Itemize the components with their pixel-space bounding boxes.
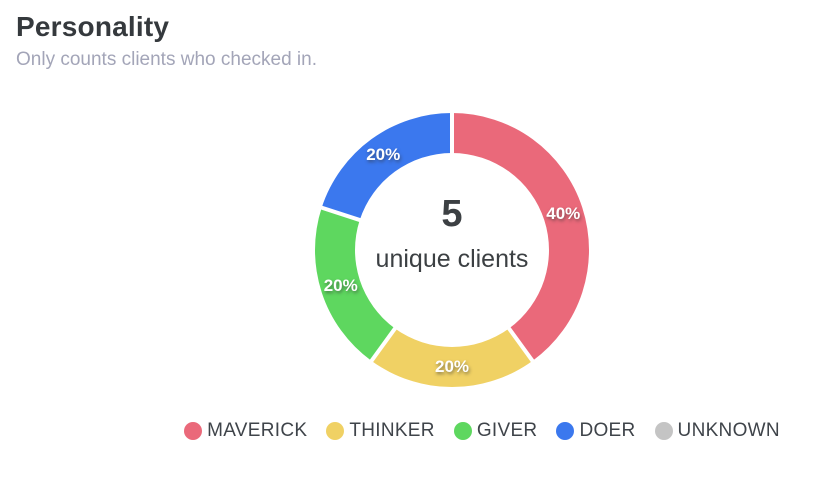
- segment-gap-line: [505, 324, 536, 365]
- donut-segment-doer[interactable]: [321, 113, 452, 221]
- legend-item-thinker[interactable]: THINKER: [326, 420, 435, 442]
- legend-item-doer[interactable]: DOER: [556, 420, 635, 442]
- legend-label-giver: GIVER: [476, 420, 538, 441]
- legend-dot-giver: [453, 422, 472, 440]
- card-header: Personality Only counts clients who chec…: [16, 10, 317, 71]
- chart-legend: MAVERICK THINKER GIVER DOER UNKNOWN: [0, 420, 820, 442]
- donut-segment-giver[interactable]: [315, 207, 395, 361]
- legend-item-giver[interactable]: GIVER: [453, 420, 538, 442]
- legend-dot-maverick: [184, 422, 203, 440]
- legend-item-unknown[interactable]: UNKNOWN: [654, 420, 780, 442]
- donut-segment-thinker[interactable]: [371, 328, 533, 387]
- personality-donut-chart[interactable]: [302, 100, 602, 400]
- page-subtitle: Only counts clients who checked in.: [16, 49, 317, 70]
- legend-label-unknown: UNKNOWN: [677, 420, 780, 441]
- legend-item-maverick[interactable]: MAVERICK: [184, 420, 307, 442]
- legend-dot-thinker: [326, 422, 345, 440]
- legend-label-doer: DOER: [579, 420, 636, 441]
- legend-dot-unknown: [654, 422, 673, 440]
- segment-gap-line: [318, 204, 364, 223]
- segment-gap-line: [368, 324, 399, 365]
- page-title: Personality: [16, 11, 170, 42]
- legend-dot-doer: [556, 422, 575, 440]
- donut-segment-maverick[interactable]: [452, 113, 589, 361]
- legend-label-maverick: MAVERICK: [207, 420, 308, 441]
- legend-label-thinker: THINKER: [349, 420, 435, 441]
